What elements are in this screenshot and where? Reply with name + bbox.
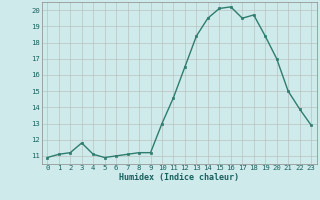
X-axis label: Humidex (Indice chaleur): Humidex (Indice chaleur) <box>119 173 239 182</box>
